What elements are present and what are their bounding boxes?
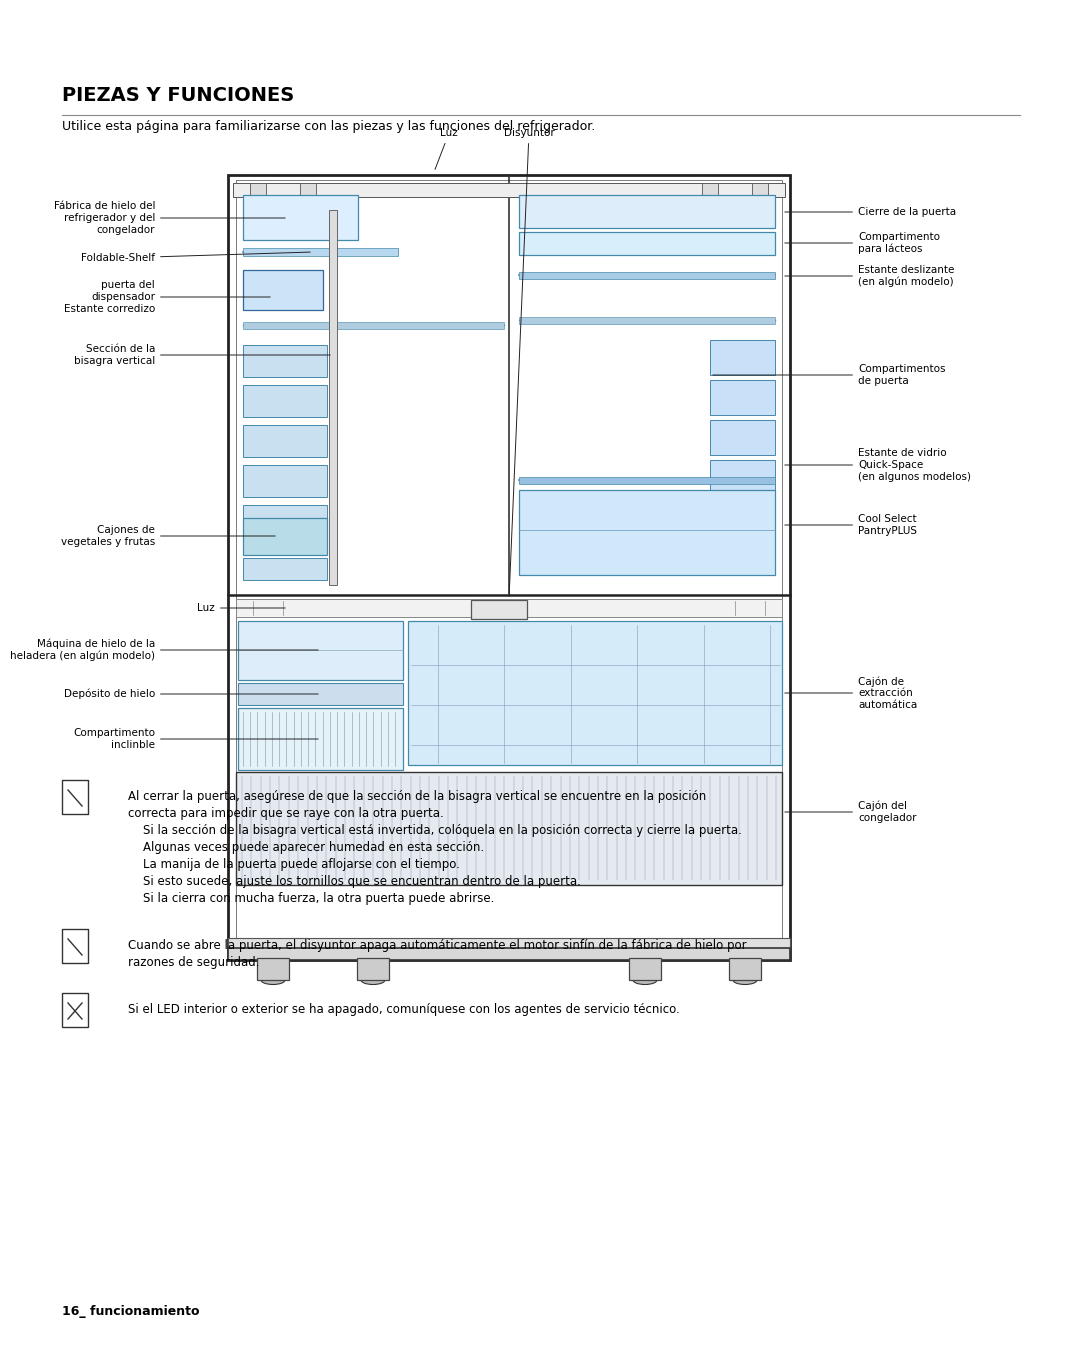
Bar — [243, 269, 323, 310]
Text: Estante deslizante
(en algún modelo): Estante deslizante (en algún modelo) — [785, 265, 955, 287]
Bar — [237, 599, 782, 617]
Text: Disyuntor: Disyuntor — [503, 128, 554, 597]
Bar — [519, 490, 775, 575]
Text: Cierre de la puerta: Cierre de la puerta — [785, 207, 956, 217]
Text: 16_ funcionamiento: 16_ funcionamiento — [62, 1305, 200, 1317]
Bar — [519, 317, 775, 325]
Bar — [243, 322, 504, 329]
Text: Luz: Luz — [198, 603, 285, 613]
Text: Utilice esta página para familiarizarse con las piezas y las funciones del refri: Utilice esta página para familiarizarse … — [62, 120, 595, 133]
Text: La manija de la puerta puede aflojarse con el tiempo.: La manija de la puerta puede aflojarse c… — [143, 858, 460, 872]
Bar — [62, 993, 87, 1026]
Bar — [237, 772, 782, 885]
Bar — [243, 519, 327, 555]
Text: puerta del
dispensador
Estante corredizo: puerta del dispensador Estante corredizo — [64, 280, 270, 314]
Text: Compartimentos
de puerta: Compartimentos de puerta — [713, 364, 945, 385]
Text: Compartimento
para lácteos: Compartimento para lácteos — [785, 232, 940, 255]
Ellipse shape — [633, 975, 657, 985]
Text: razones de seguridad.: razones de seguridad. — [129, 956, 259, 968]
Bar — [519, 232, 775, 255]
Text: Sección de la
bisagra vertical: Sección de la bisagra vertical — [73, 345, 330, 366]
Bar — [329, 210, 337, 585]
Bar — [249, 183, 266, 197]
Ellipse shape — [361, 975, 384, 985]
Bar — [228, 948, 789, 960]
Text: Si la sección de la bisagra vertical está invertida, colóquela en la posición co: Si la sección de la bisagra vertical est… — [143, 824, 742, 836]
Bar — [62, 780, 87, 814]
Text: Cajones de
vegetales y frutas: Cajones de vegetales y frutas — [60, 525, 275, 547]
Text: PIEZAS Y FUNCIONES: PIEZAS Y FUNCIONES — [62, 86, 294, 105]
Text: Si la cierra con mucha fuerza, la otra puerta puede abrirse.: Si la cierra con mucha fuerza, la otra p… — [143, 892, 495, 905]
Text: Al cerrar la puerta, asegúrese de que la sección de la bisagra vertical se encue: Al cerrar la puerta, asegúrese de que la… — [129, 789, 706, 803]
Bar — [519, 195, 775, 228]
Bar — [710, 459, 775, 494]
Circle shape — [271, 277, 295, 302]
Text: correcta para impedir que se raye con la otra puerta.: correcta para impedir que se raye con la… — [129, 807, 444, 820]
Bar — [257, 958, 289, 981]
Bar — [237, 180, 782, 955]
Bar — [471, 599, 527, 620]
Text: Si esto sucede, ajuste los tornillos que se encuentran dentro de la puerta.: Si esto sucede, ajuste los tornillos que… — [143, 876, 581, 888]
Text: Foldable-Shelf: Foldable-Shelf — [81, 252, 310, 263]
Bar — [729, 958, 761, 981]
Ellipse shape — [733, 975, 757, 985]
Bar — [228, 938, 789, 950]
Bar — [243, 195, 357, 240]
Bar — [233, 183, 785, 197]
Bar — [710, 500, 775, 535]
Text: Estante de vidrio
Quick-Space
(en algunos modelos): Estante de vidrio Quick-Space (en alguno… — [785, 449, 971, 482]
Bar — [519, 477, 775, 484]
Ellipse shape — [261, 975, 285, 985]
Bar — [243, 248, 399, 256]
Text: Cuando se abre la puerta, el disyuntor apaga automáticamente el motor sinfín de : Cuando se abre la puerta, el disyuntor a… — [129, 939, 746, 952]
Bar — [243, 345, 327, 377]
Bar — [238, 709, 403, 770]
Bar — [300, 183, 316, 197]
Bar — [243, 465, 327, 497]
Bar — [228, 175, 789, 960]
Bar — [238, 621, 403, 680]
Text: Compartimento
inclinble: Compartimento inclinble — [73, 729, 319, 750]
Text: Cool Select
PantryPLUS: Cool Select PantryPLUS — [785, 515, 917, 536]
Bar — [752, 183, 768, 197]
Bar — [238, 683, 403, 704]
Bar — [702, 183, 718, 197]
Bar — [357, 958, 389, 981]
Text: Depósito de hielo: Depósito de hielo — [64, 688, 319, 699]
Bar — [243, 426, 327, 457]
Text: Luz: Luz — [435, 128, 458, 170]
Text: Máquina de hielo de la
heladera (en algún modelo): Máquina de hielo de la heladera (en algú… — [10, 638, 319, 661]
Bar — [243, 558, 327, 581]
Bar — [710, 339, 775, 374]
Bar — [408, 621, 782, 765]
Bar — [519, 272, 775, 279]
Bar — [710, 380, 775, 415]
Bar — [62, 929, 87, 963]
Bar — [497, 625, 521, 645]
Bar — [629, 958, 661, 981]
Bar — [710, 420, 775, 455]
Text: Cajón de
extracción
automática: Cajón de extracción automática — [785, 676, 917, 710]
Text: Cajón del
congelador: Cajón del congelador — [785, 801, 917, 823]
Bar — [243, 505, 327, 537]
Text: Si el LED interior o exterior se ha apagado, comuníquese con los agentes de serv: Si el LED interior o exterior se ha apag… — [129, 1004, 679, 1016]
Bar — [243, 385, 327, 418]
Text: Fábrica de hielo del
refrigerador y del
congelador: Fábrica de hielo del refrigerador y del … — [54, 202, 285, 234]
Text: Algunas veces puede aparecer humedad en esta sección.: Algunas veces puede aparecer humedad en … — [143, 841, 484, 854]
